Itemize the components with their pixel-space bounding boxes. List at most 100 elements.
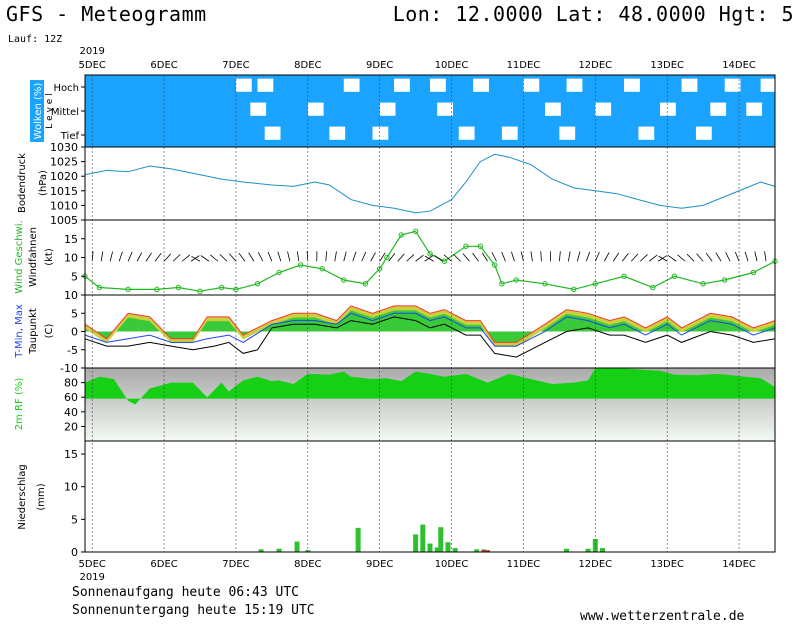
x-year-top: 2019 [79,46,104,57]
wind-barb [267,251,273,262]
wind-barb [567,251,571,262]
y-tick-label: 20 [64,420,78,433]
wind-barb [229,253,237,262]
dewpoint-label: Taupunkt [28,308,39,355]
wind-barb [434,255,443,262]
x-tick-label-bottom: 8DEC [294,559,321,570]
wind-barb [379,252,386,262]
x-tick-label-top: 5DEC [79,60,106,71]
wind-marker [499,281,505,287]
rh-area [85,368,775,405]
wind-barb [388,253,396,262]
x-tick-label-bottom: 10DEC [435,559,469,570]
y-tick-label: 1015 [50,185,78,198]
wind-marker [175,284,182,291]
y-tick-label: 0 [71,546,78,559]
wind-marker [513,277,519,283]
wind-barb [453,253,461,262]
wind-barb [472,252,479,262]
dewpoint-line [84,316,776,358]
cloud-cell [660,102,676,116]
y-tick-label: 80 [64,377,78,390]
wind-marker [218,284,225,291]
y-tick-label: 5 [71,270,78,283]
precip-bar [276,548,282,552]
cloud-cell [394,78,410,92]
wind-marker [463,243,469,249]
wind-marker [154,286,160,293]
cloud-cell [458,126,475,140]
panel-frame-press [84,146,776,221]
cloud-ylabel: Wolken (%) [33,83,44,140]
pressure-ylabel: Bodendruck [17,153,28,213]
y-tick-label: 1030 [50,141,78,154]
precip-unit: (mm) [36,483,47,510]
cloud-cell [595,102,612,116]
cloud-cell [545,102,561,116]
rh-ylabel: 2m RF (%) [14,378,25,431]
tmax-line [84,305,776,343]
x-tick-label-bottom: 14DEC [722,559,756,570]
wind-barb [754,251,758,262]
x-tick-label-top: 10DEC [435,60,469,71]
cloud-cell [523,78,540,92]
precip-bar [427,543,433,552]
y-tick-label: 5 [71,307,78,320]
wind-barb [109,251,114,262]
wind-marker [398,232,404,238]
precip-bar [413,534,419,552]
wind-barb [658,255,668,262]
cloud-cell [710,102,727,116]
x-tick-label-bottom: 11DEC [507,559,541,570]
precip-bar [258,549,264,552]
tmax-band [85,305,775,347]
wind-barb [686,253,695,262]
cloud-cell [638,126,655,140]
wind-ylabel: Wind Geschwi. [14,220,25,293]
precip-bar [564,548,570,552]
wind-barb [325,251,328,262]
wind-barb [200,255,210,262]
y-tick-label: 15 [64,233,78,246]
wind-barb [630,253,639,262]
y-tick-label: 10 [64,289,78,302]
precip-bar [592,538,598,552]
precip-bar [294,541,300,552]
cloud-cell [430,78,446,92]
wind-barb [145,252,152,262]
x-tick-label-bottom: 7DEC [222,559,249,570]
wind-marker [276,269,282,276]
cloud-cell [624,78,640,92]
site-url: www.wetterzentrale.de [580,609,745,624]
precip-bar [474,549,480,552]
wind-marker [621,273,627,279]
cloud-cell [760,78,777,92]
x-tick-label-top: 6DEC [150,60,177,71]
wind-barb-label: Windfahnen [28,227,39,287]
wind-barb [424,255,434,262]
wind-marker [125,286,131,293]
cloud-cell [681,78,698,92]
cloud-cell [264,126,281,140]
cloud-cell [329,126,346,140]
wind-barb [352,251,357,262]
wind-marker [650,284,656,291]
y-tick-label: 60 [64,391,78,404]
cloud-cell [437,102,453,116]
wind-marker [700,281,706,287]
wind-marker [542,281,548,287]
cloud-cell [566,78,583,92]
sunset-text: Sonnenuntergang heute 15:19 UTC [72,603,315,618]
wind-barb [191,255,201,262]
x-tick-label-bottom: 13DEC [650,559,684,570]
precip-ylabel: Niederschlag [17,464,28,529]
wind-barb [257,252,264,262]
temp-unit: (C) [44,324,55,339]
wind-barb [603,252,610,262]
cloud-level-label: Tief [60,131,80,142]
sunrise-text: Sonnenaufgang heute 06:43 UTC [72,585,299,600]
cloud-level-label: Hoch [54,83,79,94]
wind-barb [715,252,722,262]
wind-barb [734,251,740,262]
